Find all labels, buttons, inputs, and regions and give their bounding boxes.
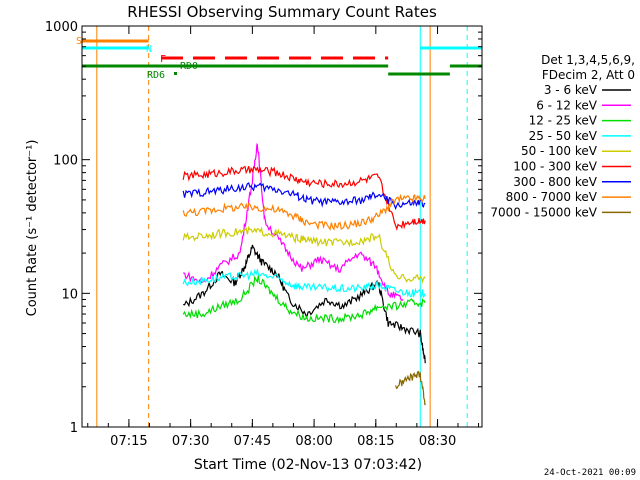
flag-label: RD6	[147, 70, 165, 81]
legend-label: 12 - 25 keV	[529, 114, 598, 128]
legend-label: 100 - 300 keV	[513, 160, 597, 174]
legend-header-2: FDecim 2, Att 0	[542, 68, 635, 82]
legend-label: 800 - 7000 keV	[506, 190, 598, 204]
series-line	[182, 165, 426, 231]
series-line	[182, 275, 426, 325]
series-line	[182, 193, 426, 231]
x-tick-label: 07:30	[172, 434, 209, 449]
legend-label: 7000 - 15000 keV	[490, 205, 597, 219]
y-tick-label: 100	[53, 154, 78, 169]
y-tick-label: 10	[61, 287, 78, 302]
plot-frame	[81, 25, 483, 428]
legend-label: 25 - 50 keV	[529, 129, 598, 143]
series-line	[182, 268, 426, 299]
legend-label: 300 - 800 keV	[513, 175, 597, 189]
legend-label: 50 - 100 keV	[521, 144, 598, 158]
x-tick-label: 07:15	[110, 434, 147, 449]
series-line	[182, 225, 426, 285]
legend-label: 6 - 12 keV	[536, 98, 598, 112]
x-tick-label: 08:00	[295, 434, 332, 449]
flag-label: N	[146, 44, 152, 55]
series-line	[395, 370, 426, 406]
legend: Det 1,3,4,5,6,9, FDecim 2, Att 0 3 - 6 k…	[490, 53, 635, 219]
series-line	[183, 143, 404, 302]
series-line	[182, 182, 426, 211]
flag-marker	[174, 72, 177, 75]
flag-label: F	[160, 54, 166, 65]
y-tick-label: 1000	[45, 20, 78, 35]
footer-date: 24-Oct-2021 00:09	[544, 468, 636, 478]
legend-label: 3 - 6 keV	[544, 83, 598, 97]
chart-title: RHESSI Observing Summary Count Rates	[127, 3, 437, 21]
x-tick-label: 07:45	[234, 434, 271, 449]
flag-label: S	[76, 36, 82, 47]
x-axis-label: Start Time (02-Nov-13 07:03:42)	[194, 457, 422, 473]
y-axis-label: Count Rate (s⁻¹ detector⁻¹)	[25, 140, 40, 317]
x-tick-label: 08:15	[357, 434, 394, 449]
legend-header-1: Det 1,3,4,5,6,9,	[541, 53, 635, 67]
flag-label: RD0	[180, 61, 198, 72]
y-tick-label: 1	[70, 421, 78, 436]
x-tick-label: 08:30	[419, 434, 456, 449]
